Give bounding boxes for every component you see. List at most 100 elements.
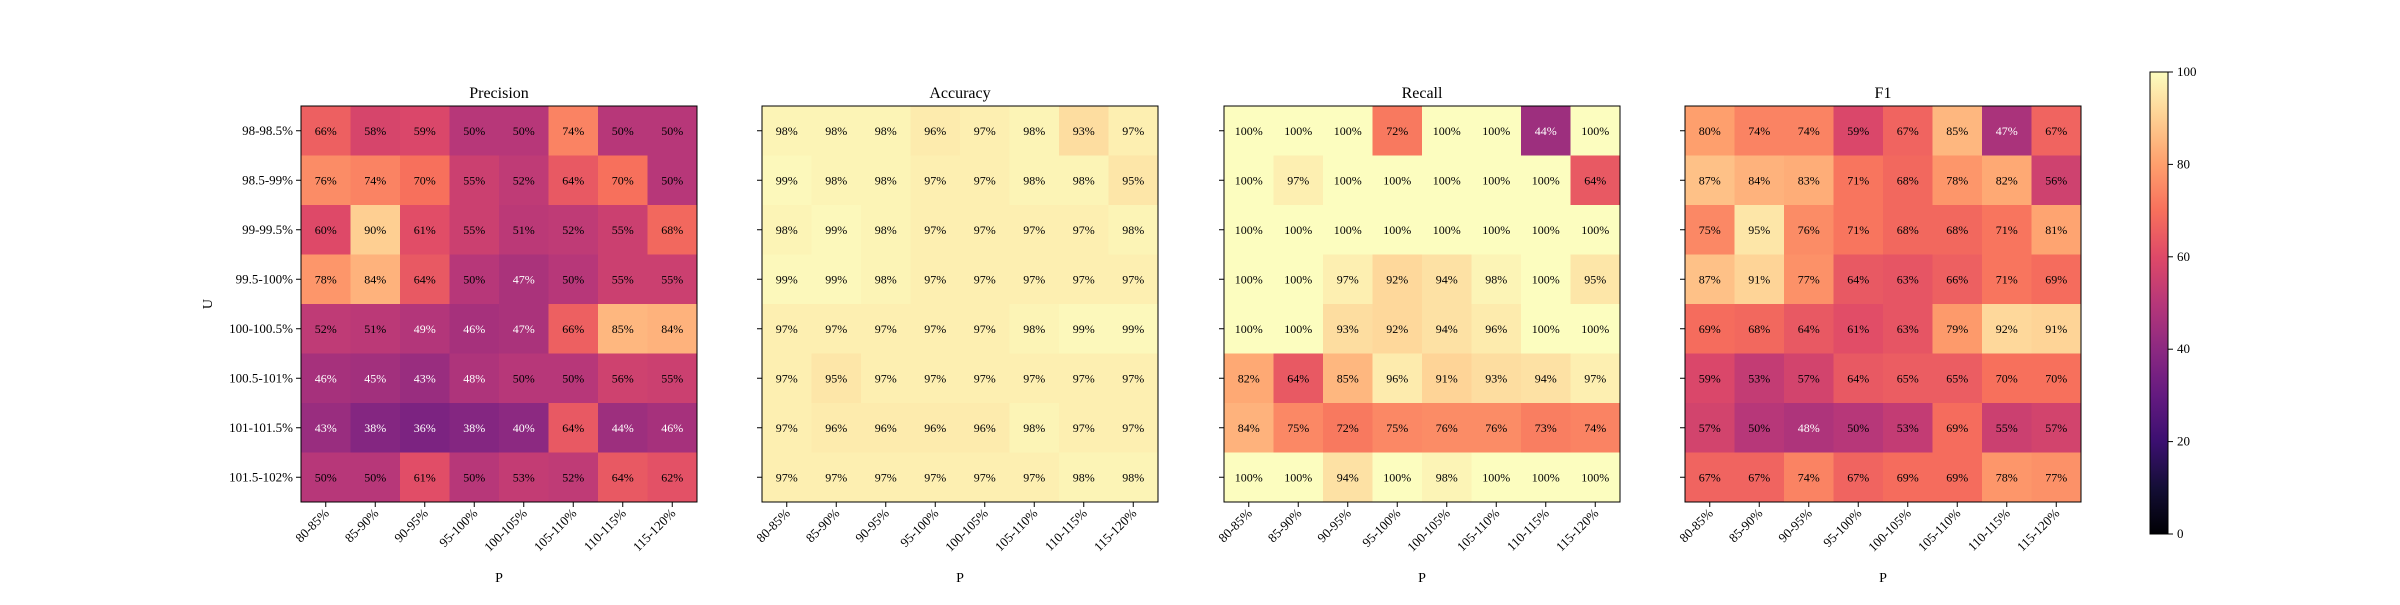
- cell-label: 98%: [875, 272, 897, 286]
- cell-label: 44%: [612, 421, 634, 435]
- cell-label: 64%: [612, 470, 634, 484]
- heatmap-cell: [548, 106, 599, 156]
- cell-label: 100%: [1532, 223, 1560, 237]
- cell-label: 94%: [1436, 272, 1458, 286]
- heatmap-cell: [960, 205, 1010, 255]
- heatmap-cell: [1932, 254, 1983, 305]
- heatmap-cell: [1009, 403, 1060, 453]
- cell-label: 90%: [364, 223, 386, 237]
- x-tick-label: 90-95%: [852, 505, 892, 545]
- heatmap-cell: [811, 155, 862, 206]
- heatmap-cell: [350, 205, 401, 255]
- cell-label: 98%: [1023, 322, 1045, 336]
- cell-label: 98%: [776, 223, 798, 237]
- cell-label: 48%: [463, 371, 485, 385]
- heatmap-cell: [811, 304, 862, 354]
- heatmap-cell: [910, 106, 961, 156]
- heatmap-cell: [1833, 452, 1884, 503]
- heatmap-cell: [762, 254, 812, 305]
- colorbar: [2149, 71, 2169, 535]
- heatmap-cell: [762, 452, 812, 503]
- cell-label: 36%: [414, 421, 436, 435]
- panel-frame-precision: [300, 105, 698, 503]
- cell-label: 75%: [1386, 421, 1408, 435]
- cell-label: 85%: [1946, 124, 1968, 138]
- heatmap-cell: [1982, 304, 2032, 354]
- heatmap-cell: [811, 106, 862, 156]
- x-tick-label: 85-90%: [1265, 505, 1305, 545]
- cell-label: 100%: [1433, 173, 1461, 187]
- x-tick-label: 95-100%: [1359, 505, 1403, 549]
- x-tick-label: 95-100%: [436, 505, 480, 549]
- heatmap-cell: [1059, 254, 1109, 305]
- heatmap-cell: [400, 106, 450, 156]
- cell-label: 71%: [1996, 272, 2018, 286]
- heatmap-cell: [2031, 353, 2082, 404]
- heatmap-cell: [1372, 205, 1423, 255]
- heatmap-cell: [1982, 155, 2032, 206]
- heatmap-cell: [449, 106, 500, 156]
- heatmap-cell: [1471, 353, 1522, 404]
- cell-label: 71%: [1847, 223, 1869, 237]
- heatmap-cell: [548, 353, 599, 404]
- cell-label: 69%: [1946, 421, 1968, 435]
- cell-label: 76%: [1485, 421, 1507, 435]
- heatmap-cell: [960, 254, 1010, 305]
- cell-label: 82%: [1238, 371, 1260, 385]
- cell-label: 77%: [1798, 272, 1820, 286]
- cell-label: 96%: [1485, 322, 1507, 336]
- heatmap-cell: [548, 452, 599, 503]
- cell-label: 84%: [1238, 421, 1260, 435]
- y-axis-label: U: [201, 299, 216, 309]
- cell-label: 98%: [875, 124, 897, 138]
- cell-label: 97%: [1023, 371, 1045, 385]
- heatmap-cell: [1224, 205, 1274, 255]
- cell-label: 64%: [1847, 371, 1869, 385]
- cell-label: 64%: [1798, 322, 1820, 336]
- cell-label: 83%: [1798, 173, 1820, 187]
- cell-label: 100%: [1284, 470, 1312, 484]
- heatmap-cell: [400, 353, 450, 404]
- heatmap-cell: [1784, 155, 1834, 206]
- heatmap-cell: [1471, 205, 1522, 255]
- cell-label: 97%: [825, 470, 847, 484]
- x-axis-label: P: [1879, 571, 1887, 586]
- y-tick-label: 98-98.5%: [242, 123, 293, 138]
- heatmap-cell: [1471, 254, 1522, 305]
- cell-label: 59%: [1847, 124, 1869, 138]
- heatmap-cell: [762, 403, 812, 453]
- heatmap-cell: [598, 452, 648, 503]
- cell-label: 76%: [1436, 421, 1458, 435]
- heatmap-cell: [449, 254, 500, 305]
- heatmap-cell: [1059, 106, 1109, 156]
- heatmap-cell: [301, 106, 351, 156]
- heatmap-cell: [1784, 106, 1834, 156]
- cell-label: 78%: [1996, 470, 2018, 484]
- heatmap-cell: [548, 205, 599, 255]
- heatmap-cell: [598, 205, 648, 255]
- heatmap-cell: [861, 304, 911, 354]
- heatmap-cell: [1323, 452, 1373, 503]
- cell-label: 100%: [1532, 272, 1560, 286]
- cell-label: 74%: [364, 173, 386, 187]
- heatmap-cell: [1471, 304, 1522, 354]
- cell-label: 97%: [924, 470, 946, 484]
- cell-label: 93%: [1337, 322, 1359, 336]
- cell-label: 81%: [2045, 223, 2067, 237]
- cell-label: 50%: [463, 272, 485, 286]
- cell-label: 97%: [776, 470, 798, 484]
- colorbar-tick-label: 0: [2177, 526, 2184, 541]
- cell-label: 38%: [463, 421, 485, 435]
- heatmap-cell: [1108, 403, 1159, 453]
- cell-label: 67%: [1748, 470, 1770, 484]
- heatmap-cell: [1059, 155, 1109, 206]
- heatmap-cell: [1784, 205, 1834, 255]
- heatmap-cell: [647, 452, 698, 503]
- cell-label: 40%: [513, 421, 535, 435]
- heatmap-cell: [1833, 254, 1884, 305]
- cell-label: 70%: [612, 173, 634, 187]
- heatmap-cell: [1224, 353, 1274, 404]
- cell-label: 84%: [661, 322, 683, 336]
- heatmap-cell: [2031, 155, 2082, 206]
